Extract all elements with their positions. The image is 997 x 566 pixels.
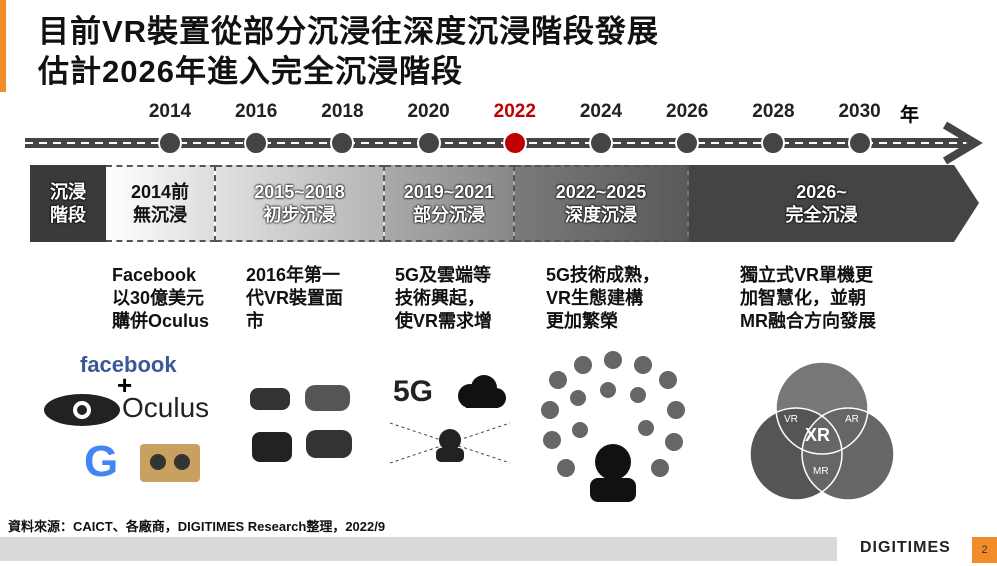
- timeline-dot: [502, 131, 527, 155]
- ar-label: AR: [845, 414, 859, 425]
- stage-4-arrow: [689, 165, 979, 242]
- footer-bar: [0, 537, 837, 561]
- stage-description: 5G及雲端等 技術興起， 使VR需求增: [395, 264, 492, 333]
- description-line: 獨立式VR單機更: [740, 265, 874, 285]
- timeline-dot: [158, 131, 182, 155]
- stage-0: 2014前 無沉浸: [106, 165, 216, 242]
- description-line: Facebook: [112, 265, 197, 285]
- description-line: 代VR裝置面: [246, 288, 344, 308]
- stage-label: 沉浸 階段: [30, 165, 106, 242]
- timeline-dot: [847, 131, 872, 155]
- timeline-arrow: [25, 121, 983, 165]
- xr-label: XR: [805, 425, 831, 445]
- stage-description: 獨立式VR單機更 加智慧化，並朝 MR融合方向發展: [740, 264, 876, 333]
- year-label: 2026: [666, 101, 709, 122]
- timeline-dot: [761, 131, 786, 155]
- page-number: 2: [972, 537, 997, 563]
- description-line: 5G及雲端等: [395, 265, 492, 285]
- description-line: 市: [246, 311, 264, 331]
- accent-bar: [0, 0, 6, 92]
- xr-venn-diagram: [750, 361, 895, 501]
- google-icon: G: [84, 437, 119, 486]
- stage-1: 2015~2018 初步沉浸: [216, 165, 385, 242]
- facebook-logo: facebook: [80, 352, 177, 377]
- oculus-eye-icon: [44, 394, 120, 426]
- year-label: 2020: [407, 101, 450, 122]
- timeline-dot: [675, 131, 700, 155]
- description-line: 2016年第一: [246, 265, 341, 285]
- description-line: 以30億美元: [112, 288, 205, 308]
- vr-user-network-icon: [390, 422, 510, 464]
- year-label: 2028: [752, 101, 795, 122]
- year-label: 2024: [579, 101, 623, 122]
- stage-description: Facebook 以30億美元 購併Oculus: [112, 264, 209, 333]
- description-line: 5G技術成熟，: [546, 265, 661, 285]
- stage-4: 2026~ 完全沉浸: [785, 181, 858, 225]
- plus-sign: +: [117, 370, 133, 400]
- stage-3: 2022~2025 深度沉浸: [515, 165, 689, 242]
- timeline-dot: [244, 131, 269, 155]
- stage-2: 2019~2021 部分沉浸: [385, 165, 515, 242]
- brand-logo: DIGITIMES: [860, 539, 951, 556]
- description-line: 使VR需求增: [395, 311, 493, 331]
- vr-headsets-icon: [250, 385, 352, 462]
- year-label: 2018: [321, 101, 364, 122]
- timeline-dot: [589, 131, 613, 155]
- description-line: 更加繁榮: [546, 311, 618, 331]
- page-subtitle: 估計2026年進入完全沉浸階段: [38, 54, 463, 89]
- vr-label: VR: [784, 414, 798, 425]
- year-label: 2016: [235, 101, 278, 122]
- description-line: 加智慧化，並朝: [740, 288, 866, 308]
- description-line: 技術興起，: [395, 288, 485, 308]
- page-title: 目前VR裝置從部分沉浸往深度沉浸階段發展: [38, 14, 660, 49]
- timeline-dot: [416, 131, 441, 155]
- year-label: 2014: [148, 101, 192, 122]
- stage-description: 2016年第一 代VR裝置面市: [246, 264, 343, 333]
- source-note: 資料來源：CAICT、各廠商，DIGITIMES Research整理，2022…: [8, 519, 386, 534]
- year-label: 2030: [838, 101, 881, 122]
- cloud-icon: [458, 375, 506, 408]
- vr-ecosystem-icons: [541, 351, 685, 502]
- year-label: 2022: [493, 101, 536, 122]
- description-line: MR融合方向發展: [740, 311, 876, 331]
- cardboard-icon: [140, 444, 200, 482]
- oculus-logo: Oculus: [122, 392, 210, 423]
- description-line: 購併Oculus: [112, 311, 210, 331]
- stage-description: 5G技術成熟， VR生態建構 更加繁榮: [546, 264, 660, 333]
- year-unit: 年: [900, 105, 920, 126]
- timeline-dot: [330, 131, 355, 155]
- description-line: VR生態建構: [546, 288, 644, 308]
- mr-label: MR: [813, 466, 829, 477]
- 5g-logo: 5G: [393, 375, 434, 408]
